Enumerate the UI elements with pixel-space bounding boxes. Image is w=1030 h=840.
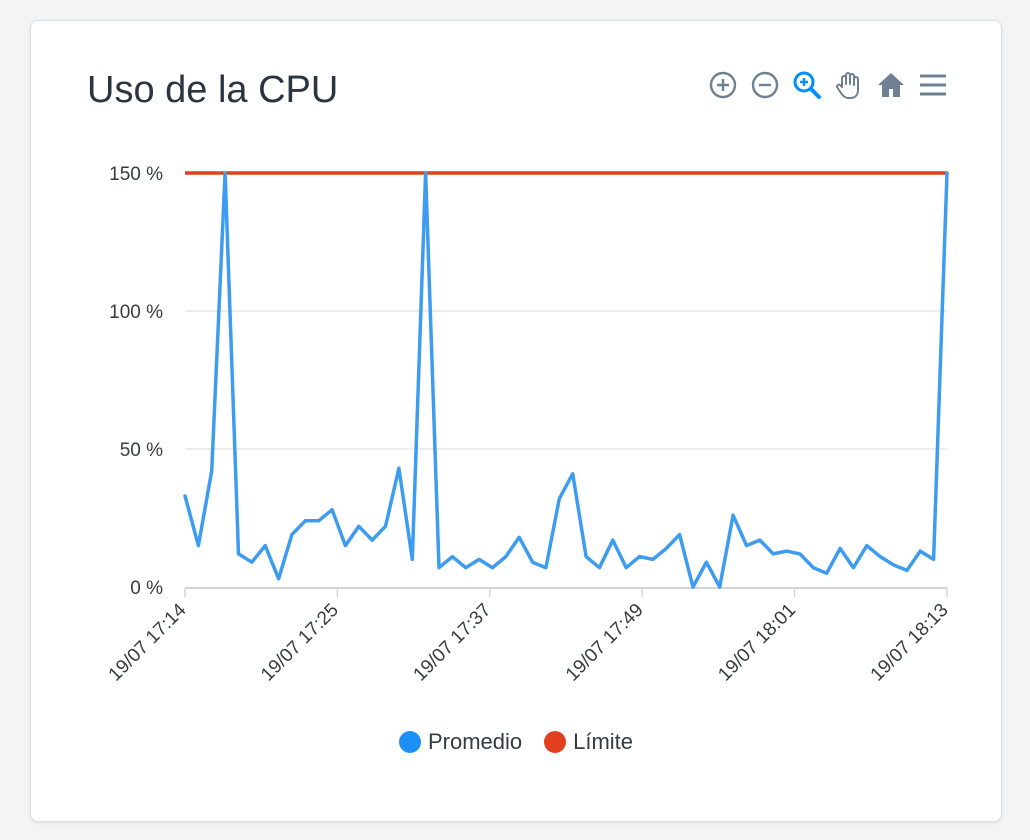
y-tick-label: 150 % [109, 164, 163, 185]
zoom-in-icon[interactable] [705, 67, 741, 103]
legend-item-limite[interactable]: Límite [544, 729, 633, 755]
x-tick-label: 19/07 18:01 [714, 600, 800, 686]
x-tick-label: 19/07 18:13 [867, 600, 953, 686]
pan-hand-icon[interactable] [831, 67, 867, 103]
x-tick-label: 19/07 17:25 [257, 600, 343, 686]
chart-legend: Promedio Límite [31, 729, 1001, 755]
legend-marker-limite [544, 731, 567, 753]
chart-title: Uso de la CPU [87, 69, 339, 111]
legend-item-promedio[interactable]: Promedio [398, 729, 523, 755]
selection-zoom-icon[interactable] [789, 67, 825, 103]
x-tick-label: 19/07 17:14 [105, 599, 191, 685]
legend-label-promedio: Promedio [427, 729, 523, 754]
zoom-out-icon[interactable] [747, 67, 783, 103]
legend-label-limite: Límite [573, 729, 634, 754]
y-tick-label: 50 % [120, 440, 163, 461]
x-tick-label: 19/07 17:37 [410, 600, 496, 686]
y-tick-label: 0 % [130, 578, 163, 599]
legend-marker-promedio [398, 731, 421, 753]
reset-home-icon[interactable] [873, 67, 909, 103]
chart-toolbar [705, 67, 951, 103]
line-chart[interactable]: 0 % 50 % 100 % 150 % 19/07 17:14 19/07 17:25… [31, 21, 1001, 721]
menu-icon[interactable] [915, 67, 951, 103]
series-line-promedio[interactable] [183, 171, 949, 589]
x-tick-label: 19/07 17:49 [562, 600, 648, 686]
y-tick-label: 100 % [109, 302, 163, 323]
chart-card: Uso de la CPU 0 % 50 % 100 % 150 % 19/07 17… [30, 20, 1002, 822]
